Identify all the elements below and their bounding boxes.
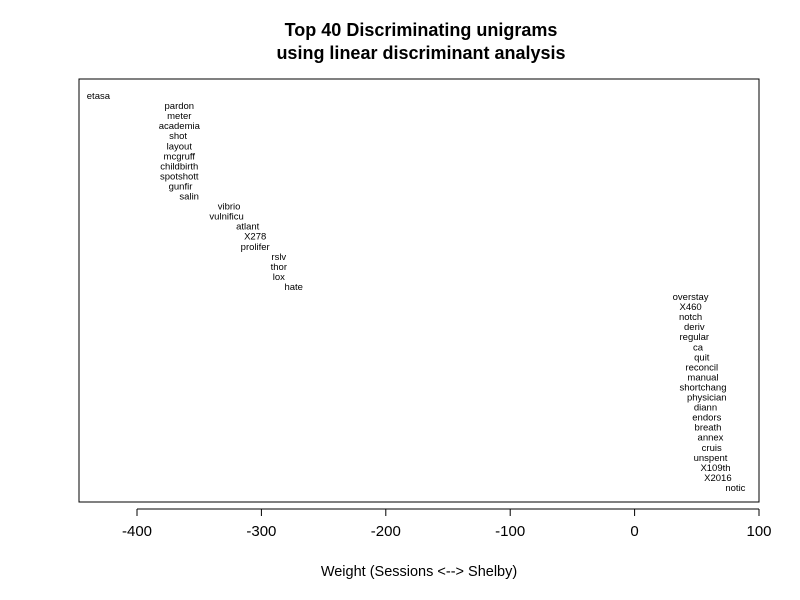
word-label: X2016 [704, 473, 731, 484]
word-label: notic [725, 483, 745, 494]
word-label: ca [693, 342, 704, 353]
x-tick-label: -200 [371, 523, 401, 540]
word-label: quit [694, 352, 710, 363]
word-label: cruis [702, 443, 722, 454]
word-label: breath [695, 423, 722, 434]
plot-area [78, 78, 760, 503]
word-label: salin [179, 192, 199, 203]
word-label: unspent [694, 453, 728, 464]
word-label: annex [698, 433, 724, 444]
word-label: layout [167, 141, 193, 152]
x-tick-label: 100 [746, 523, 771, 540]
word-label: notch [679, 312, 702, 323]
word-label: X278 [244, 232, 266, 243]
word-label: etasa [87, 91, 111, 102]
word-label: vibrio [218, 202, 241, 213]
x-tick-label: -400 [122, 523, 152, 540]
word-label: shortchang [679, 383, 726, 394]
chart-title: Top 40 Discriminating unigrams [285, 20, 558, 40]
word-label: reconcil [685, 362, 718, 373]
word-label: gunfir [169, 182, 193, 193]
word-label: academia [159, 121, 201, 132]
word-label: prolifer [241, 242, 270, 253]
word-label: X109th [700, 463, 730, 474]
chart-subtitle: using linear discriminant analysis [276, 43, 565, 63]
word-label: childbirth [160, 161, 198, 172]
word-label: endors [692, 413, 721, 424]
x-axis: -400 -300 -200 -100 0 100 [122, 508, 772, 540]
word-label: physician [687, 393, 727, 404]
word-label: hate [284, 282, 303, 293]
word-label: diann [694, 403, 717, 414]
word-label: rslv [271, 252, 286, 263]
x-tick-label: -100 [495, 523, 525, 540]
word-label: spotshott [160, 171, 199, 182]
word-label: vulnificu [209, 212, 243, 223]
word-label: atlant [236, 222, 260, 233]
word-label: deriv [684, 322, 705, 333]
word-label: shot [169, 131, 187, 142]
word-label: manual [687, 372, 718, 383]
x-axis-label: Weight (Sessions <--> Shelby) [321, 564, 517, 580]
word-label: lox [273, 272, 285, 283]
x-tick-label: 0 [630, 523, 638, 540]
word-label: pardon [165, 101, 195, 112]
word-label: X460 [680, 302, 702, 313]
word-labels: etasa pardonmeteracademiashotlayoutmcgruf… [87, 91, 746, 494]
word-label: mcgruff [164, 151, 196, 162]
word-label: regular [680, 332, 710, 343]
word-label: overstay [673, 292, 709, 303]
x-tick-label: -300 [246, 523, 276, 540]
word-label: meter [167, 111, 191, 122]
word-label: thor [271, 262, 287, 273]
